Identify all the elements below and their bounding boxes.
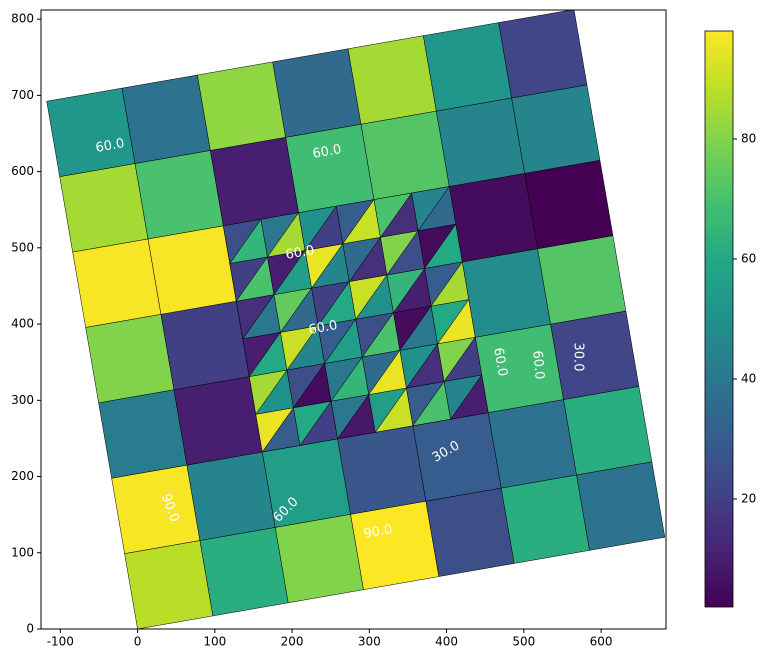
contour-label: 90.0 — [362, 522, 393, 542]
mesh-cell — [160, 300, 250, 390]
mesh-cell — [199, 527, 289, 617]
contour-label: 60.0 — [529, 350, 546, 380]
tri-cell — [443, 336, 483, 382]
mesh-cell — [360, 110, 450, 200]
contour-label: 60.0 — [490, 346, 510, 377]
mesh-cell — [46, 87, 136, 177]
mesh-cell — [72, 238, 162, 328]
mesh-cell — [285, 123, 375, 213]
mesh-cell — [500, 474, 590, 564]
x-tick-label: 500 — [512, 635, 535, 649]
tri-cell — [373, 192, 413, 238]
mesh-cell — [186, 451, 276, 541]
mesh-cell — [563, 386, 653, 476]
mesh-cell — [124, 540, 214, 629]
y-tick-label: 800 — [11, 12, 34, 26]
contour-label: 30.0 — [571, 343, 586, 372]
tri-cell — [223, 218, 262, 265]
mesh-cell — [423, 22, 512, 112]
y-tick-label: 700 — [11, 88, 34, 102]
mesh-cell — [147, 225, 237, 315]
mesh-cell — [337, 425, 427, 515]
mesh-cell — [197, 61, 286, 151]
y-tick-label: 600 — [11, 164, 34, 178]
mesh-cell — [85, 314, 175, 404]
mesh-cell — [210, 137, 299, 227]
y-tick-label: 200 — [11, 469, 34, 483]
contour-label: 60.0 — [284, 243, 315, 263]
x-tick-label: 400 — [435, 635, 458, 649]
mesh-cell — [576, 461, 666, 551]
tri-cell — [298, 205, 337, 252]
contour-label: 60.0 — [311, 142, 342, 162]
mesh-cell — [134, 150, 224, 240]
mesh-cell — [425, 487, 515, 577]
mesh-cell — [436, 97, 525, 187]
x-tick-label: 300 — [358, 635, 381, 649]
mesh-cell — [511, 84, 601, 174]
mesh-cell — [111, 464, 201, 554]
mesh-cell — [121, 74, 211, 164]
mesh-cell — [274, 513, 364, 604]
mesh-cell — [550, 310, 640, 400]
mesh-cell — [347, 35, 437, 125]
mesh-cell — [98, 389, 188, 479]
plot-area: 60.0 60.060.060.030.030.060.060.090.090.0… — [46, 10, 666, 629]
colorbar-tick-label: 20 — [741, 492, 756, 506]
mesh-cell — [537, 235, 627, 325]
mesh-cell — [487, 399, 577, 489]
y-tick-label: 500 — [11, 240, 34, 254]
mesh-cell — [59, 163, 149, 253]
contour-label: 60.0 — [94, 136, 125, 156]
mesh-cell — [474, 323, 564, 413]
x-tick-label: 600 — [590, 635, 613, 649]
mesh-cell — [412, 412, 502, 502]
contour-label: 60.0 — [307, 318, 338, 338]
colorbar-tick-label: 80 — [741, 132, 756, 146]
axes-frame — [40, 9, 667, 630]
colorbar-tick-label: 40 — [741, 372, 756, 386]
mesh-cell — [272, 48, 362, 138]
colorbar-tick-label: 60 — [741, 252, 756, 266]
tri-cell — [430, 261, 470, 307]
mesh-cell — [524, 159, 614, 250]
mesh-cell — [461, 248, 551, 338]
mesh-cell — [173, 376, 263, 466]
mesh-cell — [498, 10, 588, 99]
x-tick-label: 0 — [134, 635, 142, 649]
y-tick-label: 100 — [11, 545, 34, 559]
x-tick-label: -100 — [47, 635, 74, 649]
x-tick-label: 200 — [281, 635, 304, 649]
x-tick-label: 100 — [203, 635, 226, 649]
tri-cell — [417, 185, 457, 232]
mesh-cell — [350, 500, 440, 590]
y-tick-label: 0 — [26, 622, 34, 636]
y-tick-label: 300 — [11, 393, 34, 407]
mesh-cell — [449, 173, 538, 263]
y-tick-label: 400 — [11, 317, 34, 331]
colorbar — [704, 30, 734, 608]
